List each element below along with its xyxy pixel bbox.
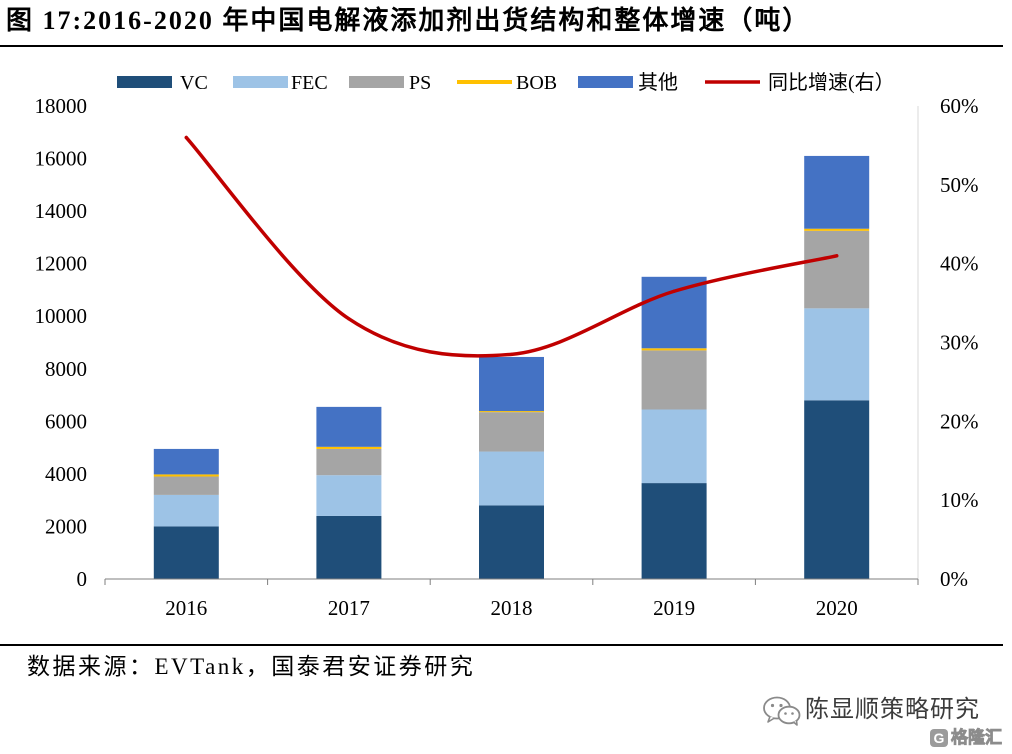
bar-other-2017 [316, 406, 382, 447]
y-right-tick-label: 50% [940, 173, 979, 197]
x-axis: 2016 2017 2018 2019 2020 [104, 578, 919, 620]
x-tick-label: 2016 [165, 596, 207, 620]
bar-stack-2017 [316, 406, 382, 579]
legend-item-yoy-growth: 同比增速(右） [705, 71, 895, 94]
bar-bob-2016 [153, 474, 219, 477]
y-axis-right: 0% 10% 20% 30% 40% 50% 60% [917, 94, 979, 591]
y-left-tick-label: 4000 [45, 462, 87, 486]
bar-stack-2016 [153, 448, 219, 579]
legend-item-vc: VC [117, 72, 208, 94]
title-divider [0, 45, 1003, 47]
bar-bob-2019 [641, 348, 707, 351]
bar-stack-2019 [641, 276, 707, 579]
bar-fec-2019 [641, 409, 707, 484]
x-tick-label: 2017 [328, 596, 370, 620]
wechat-icon-graphic [763, 696, 801, 726]
y-left-tick-label: 16000 [35, 147, 88, 171]
legend-key-ps [349, 76, 404, 88]
bar-vc-2019 [641, 483, 707, 579]
y-left-tick-label: 8000 [45, 357, 87, 381]
stacked-bars [153, 155, 870, 579]
bar-ps-2016 [153, 476, 219, 495]
legend-label-fec: FEC [291, 72, 328, 94]
g-logo-icon: G [930, 729, 948, 747]
bar-fec-2020 [804, 308, 870, 401]
y-left-tick-label: 6000 [45, 409, 87, 433]
bar-vc-2020 [804, 400, 870, 579]
legend-label-other: 其他 [638, 71, 678, 94]
legend-label-yoy-growth: 同比增速(右） [768, 71, 895, 94]
y-right-tick-label: 10% [940, 488, 979, 512]
legend-item-fec: FEC [233, 72, 328, 94]
legend-key-bob [457, 80, 512, 84]
y-right-tick-label: 20% [940, 409, 979, 433]
bar-bob-2018 [479, 411, 544, 413]
legend-label-bob: BOB [516, 72, 557, 94]
point-yoy-growth-2018 [509, 352, 514, 356]
legend-item-ps: PS [349, 72, 431, 94]
gelonghui-logo: G 格隆汇 [930, 727, 1002, 749]
y-right-tick-label: 0% [940, 567, 968, 591]
bar-ps-2017 [316, 448, 382, 476]
point-yoy-growth-2017 [347, 317, 351, 321]
x-tick-label: 2018 [491, 596, 533, 620]
bar-stack-2020 [804, 155, 870, 579]
legend-item-other: 其他 [578, 71, 678, 94]
watermark-account-name: 陈显顺策略研究 [805, 695, 980, 723]
growth-line-series [184, 135, 839, 358]
legend-key-fec [233, 76, 288, 88]
legend-key-other [578, 76, 633, 88]
legend-item-bob: BOB [457, 72, 557, 94]
bar-fec-2016 [153, 494, 219, 527]
bar-ps-2018 [479, 412, 544, 452]
bar-other-2018 [479, 356, 544, 412]
y-left-tick-label: 12000 [35, 252, 88, 276]
x-tick-label: 2020 [816, 596, 858, 620]
bar-vc-2016 [153, 526, 219, 579]
bar-ps-2019 [641, 350, 707, 410]
source-divider [0, 644, 1003, 646]
source-note: 数据来源：EVTank，国泰君安证券研究 [27, 654, 476, 679]
bar-ps-2020 [804, 230, 870, 309]
wechat-icon [762, 696, 802, 726]
legend-key-vc [117, 76, 172, 88]
bar-other-2016 [153, 448, 219, 475]
legend-label-ps: PS [409, 72, 431, 94]
y-axis-left: 0 2000 4000 6000 8000 10000 12000 14000 16000 180… [35, 94, 88, 591]
bar-other-2019 [641, 276, 707, 349]
y-left-tick-label: 14000 [35, 199, 88, 223]
bar-vc-2018 [479, 505, 544, 579]
bar-bob-2020 [804, 228, 870, 231]
y-left-tick-label: 0 [77, 567, 88, 591]
y-right-tick-label: 40% [940, 252, 979, 276]
point-yoy-growth-2019 [672, 289, 676, 293]
legend: VC FEC PS BOB 其他 同比增速(右） [117, 71, 895, 94]
y-left-tick-label: 2000 [45, 514, 87, 538]
bar-fec-2018 [479, 451, 544, 506]
legend-label-vc: VC [180, 72, 208, 94]
bar-stack-2018 [479, 356, 544, 579]
line-yoy-growth [184, 135, 839, 358]
y-left-tick-label: 18000 [35, 94, 88, 118]
y-left-tick-label: 10000 [35, 304, 88, 328]
logo-text: 格隆汇 [951, 728, 1003, 749]
y-right-tick-label: 60% [940, 94, 979, 118]
y-right-tick-label: 30% [940, 331, 979, 355]
x-tick-label: 2019 [653, 596, 695, 620]
point-yoy-growth-2020 [835, 254, 839, 258]
chart-title: 图 17:2016-2020 年中国电解液添加剂出货结构和整体增速（吨） [6, 6, 811, 35]
bar-vc-2017 [316, 515, 382, 579]
chart: VC FEC PS BOB 其他 同比增速(右） 0 2000 4000 6000 8000 100… [35, 71, 979, 620]
bar-fec-2017 [316, 475, 382, 516]
point-yoy-growth-2016 [184, 135, 188, 140]
bar-other-2020 [804, 155, 870, 229]
bar-bob-2017 [316, 446, 382, 449]
